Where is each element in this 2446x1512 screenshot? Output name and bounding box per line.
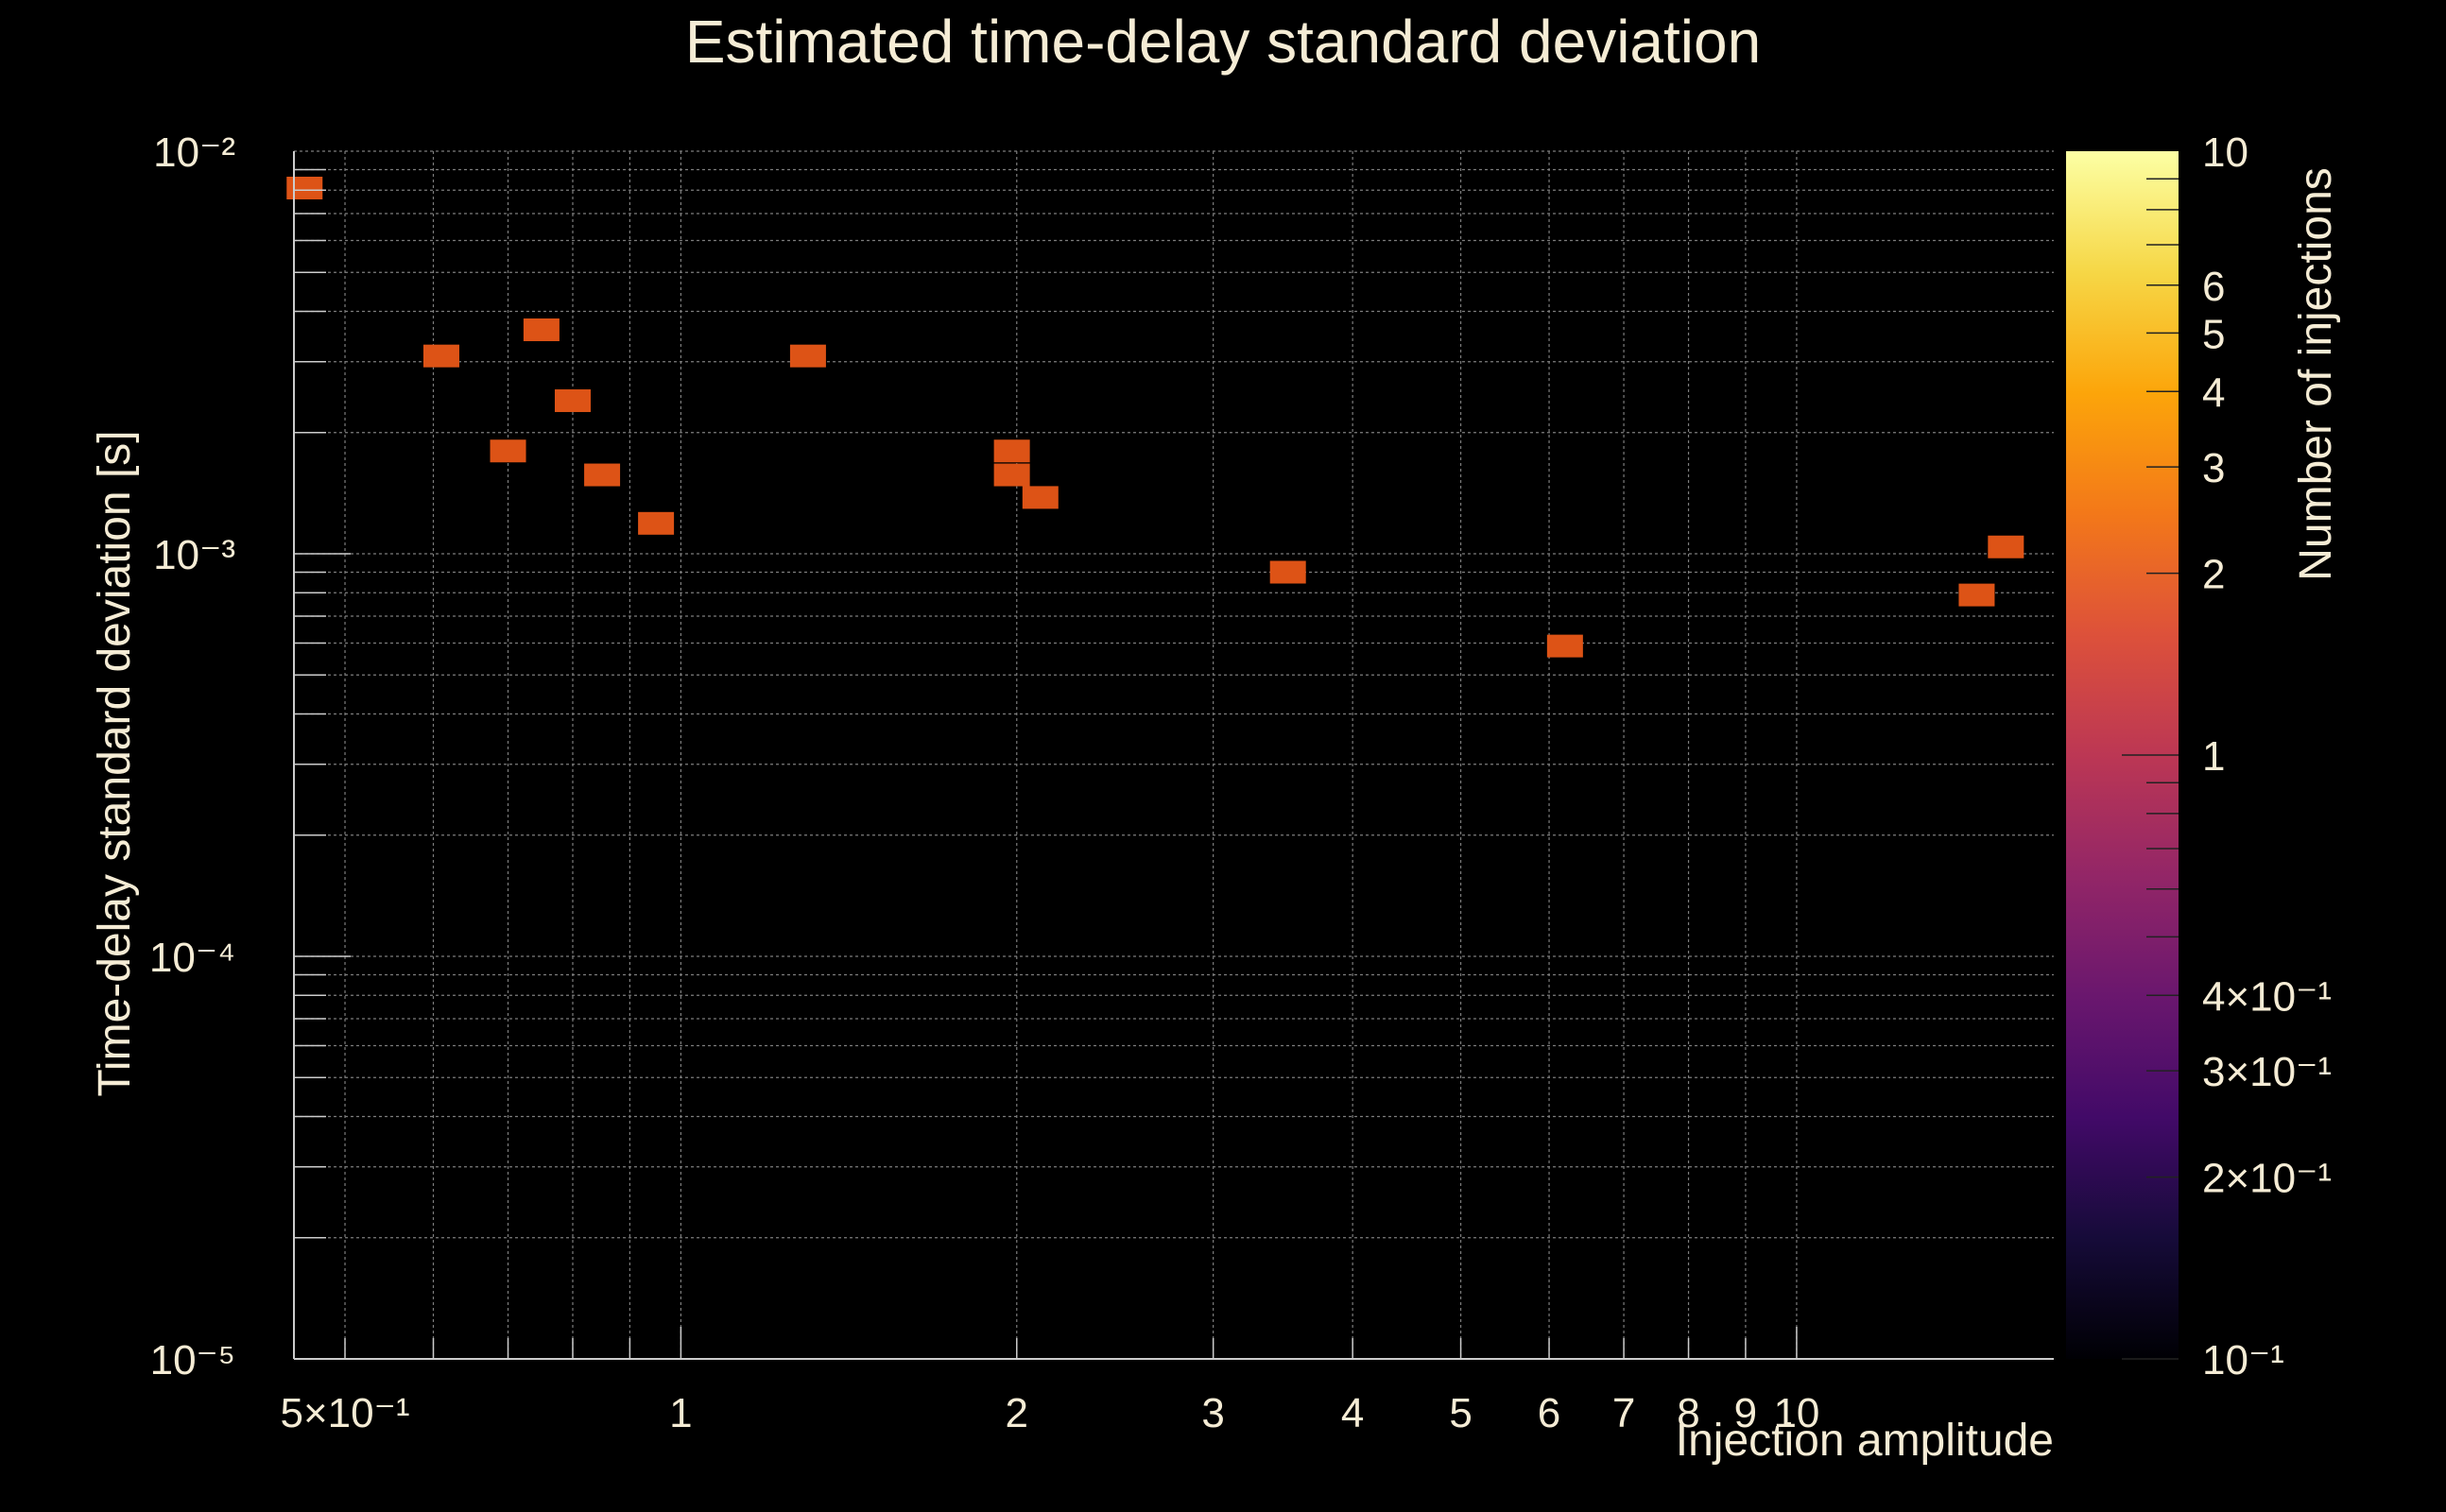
colorbar-tick-label: 1 (2202, 733, 2225, 780)
heatmap-cell (554, 389, 591, 413)
colorbar-tick-label: 10 (2202, 129, 2248, 176)
colorbar-tick-label: 10⁻¹ (2202, 1337, 2284, 1383)
heatmap-cell (638, 511, 675, 535)
y-tick-label: 10⁻⁵ (150, 1337, 235, 1383)
x-tick-label: 10 (1773, 1390, 1819, 1436)
colorbar-tick-label: 2 (2202, 552, 2225, 598)
colorbar: 10⁻¹ 2×10⁻¹ 3×10⁻¹ 4×10⁻¹ 1 2 3 4 56 10 (2066, 129, 2332, 1383)
heatmap-cell (1988, 535, 2024, 558)
x-tick-label: 5 (1449, 1390, 1472, 1436)
heatmap-cells (286, 176, 2024, 658)
heatmap-cell (490, 439, 526, 463)
colorbar-tick-label: 4 (2202, 369, 2225, 416)
axes: 5×10⁻¹ 1 2 3 4 5 6 7 8 9 10 10⁻⁵ 10⁻⁴ 10⁻³ 10⁻² (149, 129, 2054, 1436)
y-tick-label: 10⁻³ (153, 532, 235, 578)
chart-title: Estimated time-delay standard deviation (685, 8, 1761, 76)
heatmap-cell (422, 344, 459, 368)
colorbar-tick-label: 3×10⁻¹ (2202, 1049, 2332, 1095)
colorbar-tick-label: 2×10⁻¹ (2202, 1156, 2332, 1202)
heatmap-cell (993, 463, 1030, 487)
grid (294, 150, 2054, 1360)
x-tick-label: 6 (1538, 1390, 1560, 1436)
x-tick-label: 5×10⁻¹ (281, 1390, 410, 1436)
colorbar-tick-label: 4×10⁻¹ (2202, 973, 2332, 1020)
x-tick-label: 4 (1341, 1390, 1364, 1436)
heatmap-cell (286, 176, 323, 199)
colorbar-label: Number of injections (2291, 167, 2341, 581)
heatmap-cell (789, 344, 826, 368)
y-tick-label: 10⁻² (153, 129, 235, 176)
heatmap-cell (523, 318, 560, 342)
colorbar-tick-label: 3 (2202, 445, 2225, 491)
x-tick-label: 9 (1734, 1390, 1757, 1436)
x-tick-label: 2 (1006, 1390, 1028, 1436)
colorbar-tick-label: 5 (2202, 311, 2225, 357)
heatmap-cell (1546, 634, 1583, 658)
x-tick-label: 8 (1677, 1390, 1699, 1436)
x-tick-label: 3 (1201, 1390, 1224, 1436)
colorbar-tick-label: 6 (2202, 264, 2225, 310)
y-tick-label: 10⁻⁴ (149, 935, 235, 981)
x-axis-label: Injection amplitude (1676, 1416, 2054, 1466)
heatmap-cell (1958, 583, 1995, 607)
x-tick-label: 7 (1612, 1390, 1635, 1436)
heatmap-cell (584, 463, 621, 487)
heatmap-cell (1022, 486, 1059, 509)
heatmap-cell (1269, 560, 1306, 584)
y-axis-label: Time-delay standard deviation [s] (90, 430, 140, 1096)
x-tick-label: 1 (669, 1390, 692, 1436)
heatmap-cell (993, 439, 1030, 463)
